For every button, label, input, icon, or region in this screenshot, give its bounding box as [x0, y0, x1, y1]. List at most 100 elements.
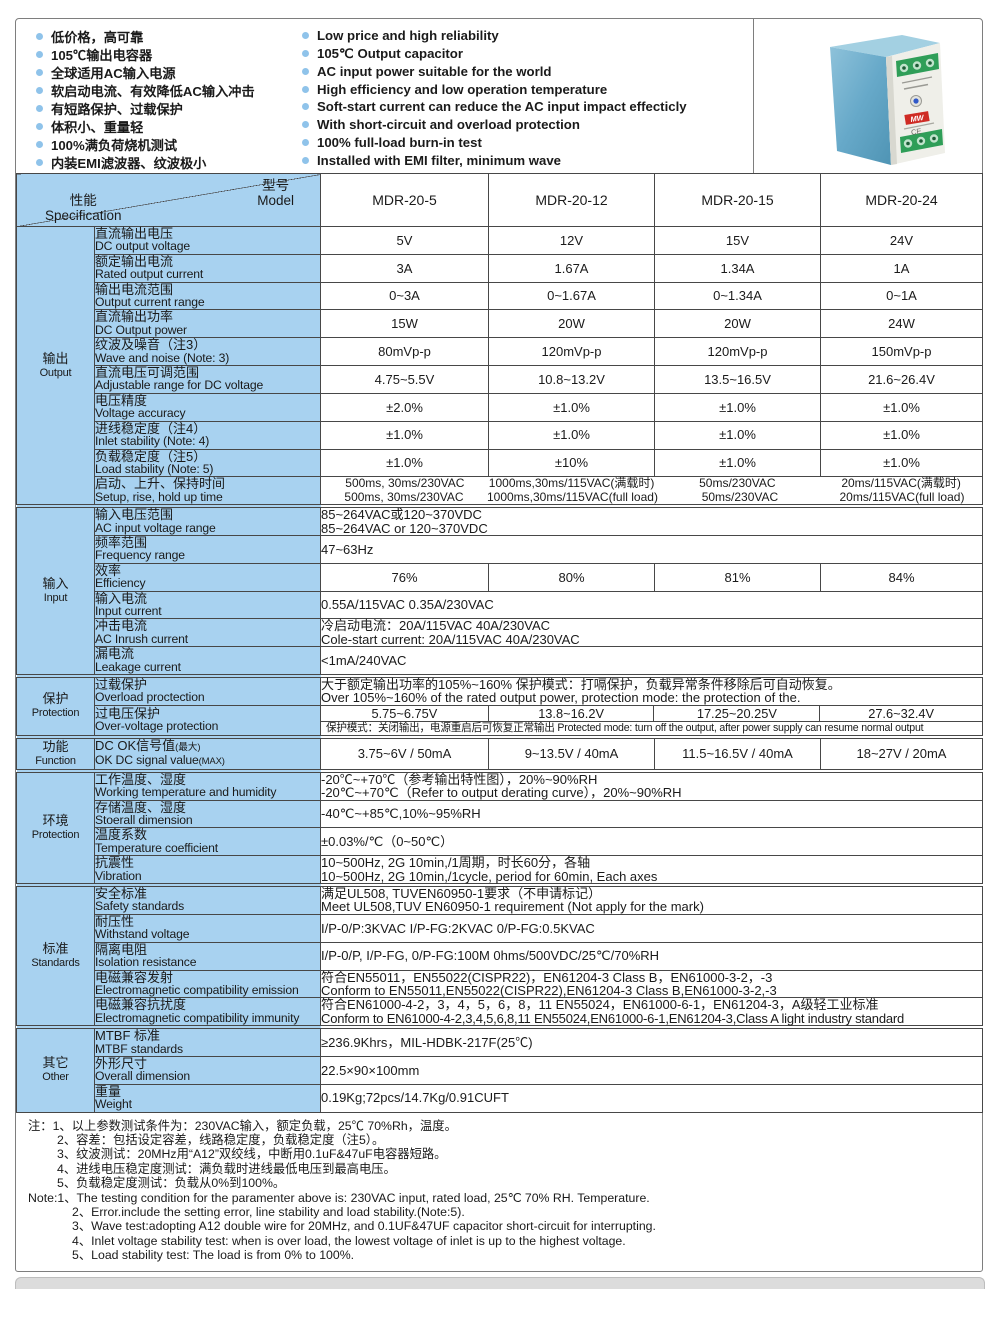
- group-label-output: 输出 Output: [16, 226, 95, 507]
- spec-value: 10.8~13.2V: [488, 365, 655, 394]
- label-cn: DC OK信号值(最大): [95, 739, 320, 754]
- value-line: 0.19Kg;72pcs/14.7Kg/0.91CUFT: [321, 1090, 509, 1106]
- spec-value: 18~27V / 20mA: [820, 734, 983, 772]
- spec-row: 保护 Protection 过载保护 Overload proctection 大于…: [16, 673, 983, 738]
- label-en-small: (MAX): [198, 756, 225, 768]
- value-line: Conform to EN55011,EN55022(CISPR22),EN61…: [321, 982, 777, 998]
- spec-value: ±1.0%: [320, 448, 489, 478]
- value-line: -20℃~+70℃（Refer to output derating curve…: [321, 785, 682, 801]
- product-photo: MW CE: [753, 19, 982, 173]
- spec-value-span: 满足UL508, TUVEN60950-1要求（不申请标记） Meet UL508…: [320, 883, 983, 915]
- value-line: ±0.03%/℃（0~50℃）: [321, 834, 454, 850]
- spec-label: 电磁兼容发射 Electromagnetic compatibility emis…: [94, 969, 321, 999]
- spec-value: 150mVp-p: [820, 337, 983, 367]
- label-cn: 安全标准: [95, 886, 148, 902]
- bullet-icon: [302, 138, 309, 146]
- feature-text: Installed with EMI filter, minimum wave: [317, 152, 562, 168]
- label-cn: 工作温度、湿度: [95, 771, 187, 787]
- label-cn: 温度系数: [95, 827, 148, 843]
- label-en: Safety standards: [95, 899, 185, 914]
- spec-value: 24V: [820, 226, 983, 255]
- label-en: Electromagnetic compatibility immunity: [95, 1010, 300, 1025]
- spec-value: 5.75~6.75V: [321, 705, 489, 721]
- label-en: Temperature coefficient: [95, 840, 219, 855]
- label-en: Stoerall dimension: [95, 813, 193, 828]
- spec-label: 输入电流 Input current: [94, 590, 321, 620]
- group-label-standards: 标准 Standards: [16, 883, 95, 1028]
- group-cn: 标准: [42, 941, 69, 957]
- group-en: Function: [35, 754, 76, 767]
- model-en: Model: [257, 193, 294, 208]
- note-line: 5、Load stability test: The load is from …: [72, 1248, 355, 1263]
- spec-value-span: I/P-0/P:3KVAC I/P-FG:2KVAC 0/P-FG:0.5KVA…: [320, 913, 983, 943]
- value-line: I/P-0/P:3KVAC I/P-FG:2KVAC 0/P-FG:0.5KVA…: [321, 920, 595, 936]
- spec-row: 过电压保护 Over-voltage protection 5.75~6.75V 1…: [17, 704, 983, 738]
- label-en: MTBF standards: [95, 1041, 183, 1056]
- group-cn: 环境: [42, 812, 69, 828]
- feature-text: 100%满负荷烧机测试: [51, 137, 178, 153]
- spec-value: ±2.0%: [320, 392, 489, 422]
- group-en: Protection: [31, 707, 80, 720]
- spec-value-span: 47~63Hz: [320, 534, 983, 564]
- feature-item: With short-circuit and overload protecti…: [302, 116, 753, 134]
- spec-value-span: 大于额定输出功率的105%~160% 保护模式：打嗝保护，负载异常条件移除后可自…: [320, 673, 983, 706]
- value-line: -40℃~+85℃,10%~95%RH: [321, 806, 481, 822]
- label-en: Wave and noise (Note: 3): [95, 350, 230, 365]
- spec-label: 效率 Efficiency: [94, 562, 321, 592]
- spec-value: 0~3A: [320, 281, 489, 311]
- spec-value: ±10%: [488, 448, 655, 478]
- spec-label: 频率范围 Frequency range: [94, 534, 321, 564]
- note-line: 4、进线电压稳定度测试：满负载时进线最低电压到最高电压。: [57, 1161, 396, 1176]
- spec-label: 输入电压范围 AC input voltage range: [94, 504, 321, 536]
- spec-value: 0~1A: [820, 281, 983, 311]
- spec-value: 11.5~16.5V / 40mA: [654, 734, 821, 772]
- note-line: 3、Wave test:adopting A12 double wire for…: [72, 1219, 656, 1234]
- spec-row: 直流电压可调范围 Adjustable range for DC voltage …: [17, 365, 983, 394]
- feature-text: 软启动电流、有效降低AC输入冲击: [51, 83, 255, 99]
- setup-seg: 1000ms,30ms/115VAC(满载时): [488, 476, 655, 491]
- label-cn: 过载保护: [95, 677, 148, 692]
- label-en: Leakage current: [95, 659, 181, 674]
- spec-row: 存储温度、湿度 Stoerall dimension -40℃~+85℃,10%~…: [17, 799, 983, 829]
- group-en: Input: [43, 592, 68, 605]
- value-line: 10~500Hz, 2G 10min,/1cycle, period for 6…: [321, 868, 658, 884]
- label-cn: 直流输出电压: [95, 226, 174, 241]
- spec-value-span: -20℃~+70℃（参考输出特性图），20%~90%RH -20℃~+70℃（Re…: [320, 768, 983, 801]
- spec-row: 电压精度 Voltage accuracy ±2.0% ±1.0% ±1.0% ±1.0…: [17, 392, 983, 422]
- feature-item: High efficiency and low operation temper…: [302, 80, 753, 98]
- spec-value: 3A: [320, 253, 489, 283]
- bullet-icon: [302, 121, 309, 129]
- setup-seg: 20ms/115VAC(满载时): [841, 476, 961, 491]
- note-line: 5、负载稳定度测试：负载从0%到100%。: [57, 1176, 286, 1191]
- spec-value: 20W: [654, 309, 821, 339]
- spec-value: 5V: [320, 226, 489, 255]
- label-en: AC input voltage range: [95, 520, 216, 535]
- label-en: Vibration: [95, 868, 142, 883]
- spec-value: 80mVp-p: [320, 337, 489, 367]
- terminal-hole: [906, 141, 910, 146]
- feature-text: 全球适用AC输入电源: [51, 65, 176, 81]
- label-en: Isolation resistance: [95, 955, 197, 970]
- feature-list-cn: 低价格，高可靠 105℃输出电容器 全球适用AC输入电源 软启动电流、有效降低A…: [36, 27, 284, 171]
- feature-item: 100%满负荷烧机测试: [36, 135, 284, 153]
- label-cn: 电磁兼容发射: [95, 969, 174, 985]
- feature-item: 软启动电流、有效降低AC输入冲击: [36, 81, 284, 99]
- feature-text: 105℃ Output capacitor: [317, 45, 463, 61]
- spec-value-span: 5.75~6.75V 13.8~16.2V 17.25~20.25V 27.6~32.…: [320, 704, 983, 738]
- terminal-hole: [919, 139, 923, 143]
- value-line: 10~500Hz, 2G 10min,/1周期，时长60分，各轴: [321, 855, 591, 871]
- label-cn: MTBF 标准: [95, 1028, 160, 1044]
- ce-mark: CE: [910, 126, 922, 137]
- value-line: 符合EN55011，EN55022(CISPR22)，EN61204-3 Cla…: [321, 969, 773, 985]
- feature-text: 有短路保护、过载保护: [51, 101, 183, 117]
- note-line: 2、Error.include the setting error, line …: [72, 1205, 465, 1219]
- spec-row: 外形尺寸 Overall dimension 22.5×90×100mm: [17, 1055, 983, 1085]
- group-en: Other: [42, 1071, 69, 1084]
- group-label-environment: 环境 Protection: [16, 768, 95, 886]
- panel-print-lines: [901, 76, 933, 90]
- value-line: 85~264VAC or 120~370VDC: [321, 520, 488, 536]
- note-line: Note:1、The testing condition for the par…: [28, 1190, 650, 1205]
- spec-label: 额定输出电流 Rated output current: [94, 253, 321, 283]
- feature-text: Low price and high reliability: [317, 28, 499, 44]
- label-cn: 外形尺寸: [95, 1055, 148, 1071]
